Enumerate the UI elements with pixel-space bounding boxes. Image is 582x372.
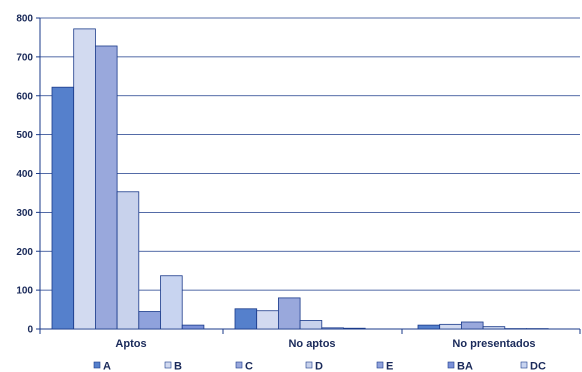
y-tick-label: 0	[27, 325, 33, 336]
legend-swatch	[93, 361, 101, 369]
legend-swatch	[376, 361, 384, 369]
bar-d-2	[299, 320, 323, 330]
bar-a-1	[51, 86, 75, 330]
y-tick-label: 700	[16, 52, 33, 63]
bar-d-1	[116, 191, 140, 330]
bar-a-2	[234, 308, 258, 330]
bar-c-3	[460, 321, 484, 330]
bar-e-1	[138, 311, 161, 330]
legend-label: D	[315, 361, 323, 372]
category-label: No presentados	[452, 338, 535, 350]
bar-e-2	[321, 327, 344, 330]
y-tick-label: 200	[16, 247, 33, 258]
legend-label: BA	[457, 361, 473, 372]
legend-label: DC	[530, 361, 546, 372]
legend-swatch	[305, 361, 313, 369]
category-label: No aptos	[288, 338, 335, 350]
bar-c-2	[277, 297, 301, 330]
legend-label: E	[386, 361, 393, 372]
bar-ba-1	[181, 324, 205, 330]
category-label: Aptos	[115, 338, 146, 350]
legend-label: C	[245, 361, 253, 372]
y-tick-label: 600	[16, 91, 33, 102]
y-tick-label: 400	[16, 169, 33, 180]
legend-swatch	[164, 361, 172, 369]
legend-label: A	[103, 361, 111, 372]
bar-b-1	[73, 28, 96, 330]
legend-swatch	[235, 361, 243, 369]
legend-swatch	[520, 361, 528, 369]
bar-dc-1	[160, 275, 183, 330]
bar-a-3	[417, 324, 441, 330]
bar-b-2	[256, 310, 279, 330]
bar-dc-2	[343, 327, 366, 330]
bar-b-3	[439, 323, 462, 330]
y-tick-label: 800	[16, 14, 33, 25]
legend-swatch	[447, 361, 455, 369]
bar-d-3	[482, 326, 506, 330]
legend-label: B	[174, 361, 182, 372]
y-tick-label: 300	[16, 208, 33, 219]
bar-c-1	[95, 45, 118, 330]
y-tick-label: 100	[16, 286, 33, 297]
y-tick-label: 500	[16, 130, 33, 141]
